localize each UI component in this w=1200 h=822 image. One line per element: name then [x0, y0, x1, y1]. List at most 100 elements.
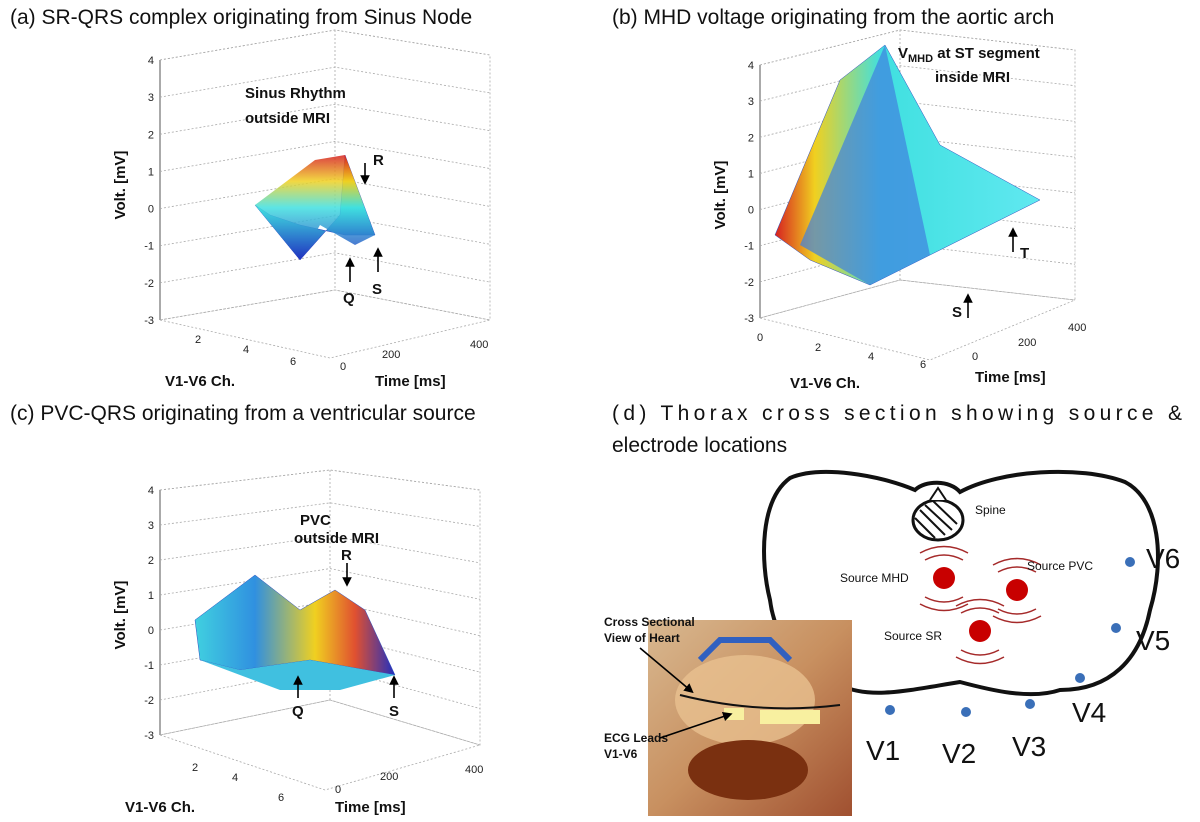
panel-title: electrode locations — [612, 434, 787, 457]
z-tick-label: -2 — [144, 278, 154, 290]
inset-label: Cross Sectional — [604, 615, 695, 629]
z-tick-label: -2 — [144, 695, 154, 707]
time-tick-label: 0 — [340, 361, 346, 373]
channel-tick-label: 4 — [232, 772, 238, 784]
time-tick-label: 200 — [380, 771, 398, 783]
panel-title: (a) SR-QRS complex originating from Sinu… — [10, 6, 472, 29]
annotation: outside MRI — [245, 110, 330, 127]
z-tick-label: 0 — [748, 205, 754, 217]
time-tick-label: 0 — [335, 784, 341, 796]
channel-tick-label: 6 — [278, 792, 284, 804]
source-label: Source MHD — [840, 571, 909, 585]
surface-a — [254, 154, 376, 261]
z-tick-label: 2 — [748, 132, 754, 144]
grid-line — [759, 279, 1076, 319]
grid-line — [759, 29, 1076, 66]
z-tick-label: 1 — [148, 590, 154, 602]
panel-title: (c) PVC-QRS originating from a ventricul… — [10, 402, 476, 425]
inset-label: View of Heart — [604, 631, 680, 645]
time-axis-label: Time [ms] — [975, 369, 1046, 386]
z-tick-label: -1 — [144, 660, 154, 672]
electrode-label: V4 — [1072, 697, 1106, 728]
time-axis-label: Time [ms] — [335, 799, 406, 816]
time-tick-label: 0 — [972, 351, 978, 363]
annotation: S — [952, 304, 962, 321]
y-axis-label: Volt. [mV] — [112, 581, 129, 650]
grid-line — [159, 66, 491, 98]
z-tick-label: -3 — [144, 730, 154, 742]
floor — [759, 299, 1076, 361]
annotation: Sinus Rhythm — [245, 85, 346, 102]
time-tick-label: 200 — [1018, 337, 1036, 349]
grid-line — [159, 535, 481, 564]
channel-tick-label: 0 — [757, 332, 763, 344]
z-tick-label: -2 — [744, 277, 754, 289]
annotation: MHD — [908, 53, 933, 65]
annotation: Q — [292, 703, 304, 720]
channel-tick-label: 6 — [290, 356, 296, 368]
annotation: VMHD at ST segment — [898, 45, 1040, 65]
annotation: outside MRI — [294, 530, 379, 547]
z-tick-label: -1 — [744, 241, 754, 253]
channel-tick-label: 2 — [815, 342, 821, 354]
y-axis-label: Volt. [mV] — [112, 151, 129, 220]
time-tick-label: 400 — [465, 764, 483, 776]
z-tick-label: -3 — [144, 315, 154, 327]
time-tick-label: 400 — [1068, 322, 1086, 334]
annotation: V — [898, 45, 908, 62]
grid-line — [159, 469, 481, 491]
z-tick-label: 3 — [748, 96, 754, 108]
z-tick-label: 2 — [148, 555, 154, 567]
annotation: Q — [343, 290, 355, 307]
annotation: R — [373, 152, 384, 169]
annotation: S — [389, 703, 399, 720]
z-tick-label: -1 — [144, 241, 154, 253]
annotation: R — [341, 547, 352, 564]
thorax-panel: (d) Thorax cross section showing source … — [596, 402, 1182, 816]
wall — [159, 469, 481, 746]
channel-tick-label: 2 — [195, 334, 201, 346]
electrode-label: V3 — [1012, 731, 1046, 762]
z-tick-label: 4 — [148, 55, 154, 67]
time-tick-label: 400 — [470, 339, 488, 351]
y-axis-label: Volt. [mV] — [712, 161, 729, 230]
grid-line — [159, 141, 491, 172]
channel-tick-label: 2 — [192, 762, 198, 774]
z-tick-label: 0 — [148, 204, 154, 216]
inset-label: ECG Leads — [604, 731, 668, 745]
grid-line — [159, 568, 481, 600]
inset-label: V1-V6 — [604, 747, 638, 761]
time-axis-label: Time [ms] — [375, 373, 446, 390]
z-tick-label: 2 — [148, 129, 154, 141]
channel-axis-label: V1-V6 Ch. — [125, 799, 195, 816]
annotation: S — [372, 281, 382, 298]
z-tick-label: 4 — [148, 485, 154, 497]
surface-c — [194, 574, 396, 690]
z-tick-label: 0 — [148, 625, 154, 637]
surface-b — [774, 44, 1041, 286]
grid-line — [159, 252, 491, 284]
z-tick-label: 1 — [148, 166, 154, 178]
channel-axis-label: V1-V6 Ch. — [165, 373, 235, 390]
annotation: T — [1020, 245, 1029, 262]
grid-line — [159, 699, 481, 746]
grid-line — [159, 502, 481, 527]
channel-axis-label: V1-V6 Ch. — [790, 375, 860, 392]
annotation: PVC — [300, 512, 331, 529]
z-tick-label: 1 — [748, 168, 754, 180]
electrode-label: V2 — [942, 738, 976, 769]
channel-tick-label: 4 — [243, 344, 249, 356]
electrode-label: V5 — [1136, 625, 1170, 656]
z-tick-label: 3 — [148, 520, 154, 532]
panel-title: (b) MHD voltage originating from the aor… — [612, 6, 1054, 29]
grid-line — [759, 65, 1076, 102]
electrode-label: V6 — [1146, 543, 1180, 574]
source-label: Source PVC — [1027, 559, 1093, 573]
grid-line — [159, 29, 491, 61]
z-tick-label: 4 — [748, 60, 754, 72]
channel-tick-label: 6 — [920, 359, 926, 371]
grid-line — [159, 289, 491, 321]
grid-line — [159, 103, 491, 135]
electrode-label: V1 — [866, 735, 900, 766]
